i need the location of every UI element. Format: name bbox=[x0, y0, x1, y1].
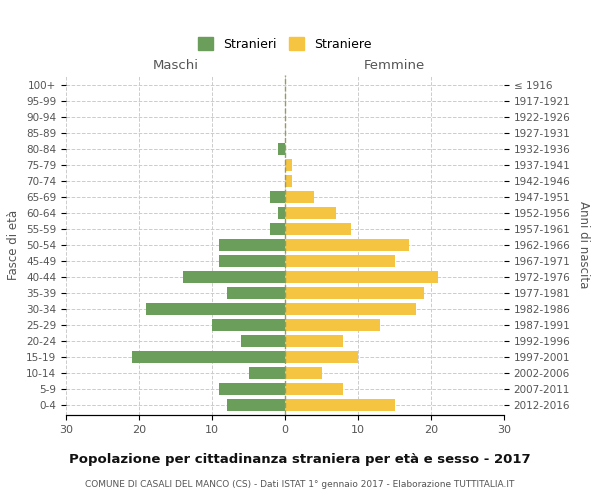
Bar bbox=[220, 255, 285, 267]
Bar bbox=[285, 287, 424, 299]
Bar bbox=[285, 239, 409, 251]
Bar bbox=[271, 223, 285, 235]
Text: Maschi: Maschi bbox=[152, 58, 199, 71]
Bar bbox=[285, 223, 350, 235]
Bar bbox=[285, 207, 336, 219]
Bar bbox=[285, 319, 380, 331]
Bar bbox=[285, 255, 395, 267]
Bar bbox=[220, 239, 285, 251]
Bar bbox=[285, 384, 343, 396]
Bar bbox=[183, 271, 285, 283]
Bar bbox=[285, 400, 395, 411]
Bar bbox=[285, 303, 416, 315]
Bar bbox=[285, 271, 438, 283]
Legend: Stranieri, Straniere: Stranieri, Straniere bbox=[198, 37, 372, 51]
Text: Femmine: Femmine bbox=[364, 58, 425, 71]
Bar bbox=[241, 335, 285, 347]
Bar bbox=[285, 335, 343, 347]
Bar bbox=[278, 143, 285, 155]
Bar bbox=[227, 400, 285, 411]
Bar bbox=[285, 175, 292, 187]
Bar bbox=[271, 191, 285, 203]
Bar bbox=[285, 351, 358, 364]
Text: Popolazione per cittadinanza straniera per età e sesso - 2017: Popolazione per cittadinanza straniera p… bbox=[69, 452, 531, 466]
Y-axis label: Anni di nascita: Anni di nascita bbox=[577, 202, 590, 288]
Bar bbox=[220, 384, 285, 396]
Bar bbox=[285, 368, 322, 380]
Bar bbox=[278, 207, 285, 219]
Y-axis label: Fasce di età: Fasce di età bbox=[7, 210, 20, 280]
Bar bbox=[227, 287, 285, 299]
Bar bbox=[285, 191, 314, 203]
Bar bbox=[212, 319, 285, 331]
Text: COMUNE DI CASALI DEL MANCO (CS) - Dati ISTAT 1° gennaio 2017 - Elaborazione TUTT: COMUNE DI CASALI DEL MANCO (CS) - Dati I… bbox=[85, 480, 515, 489]
Bar bbox=[146, 303, 285, 315]
Bar bbox=[248, 368, 285, 380]
Bar bbox=[132, 351, 285, 364]
Bar bbox=[285, 159, 292, 171]
